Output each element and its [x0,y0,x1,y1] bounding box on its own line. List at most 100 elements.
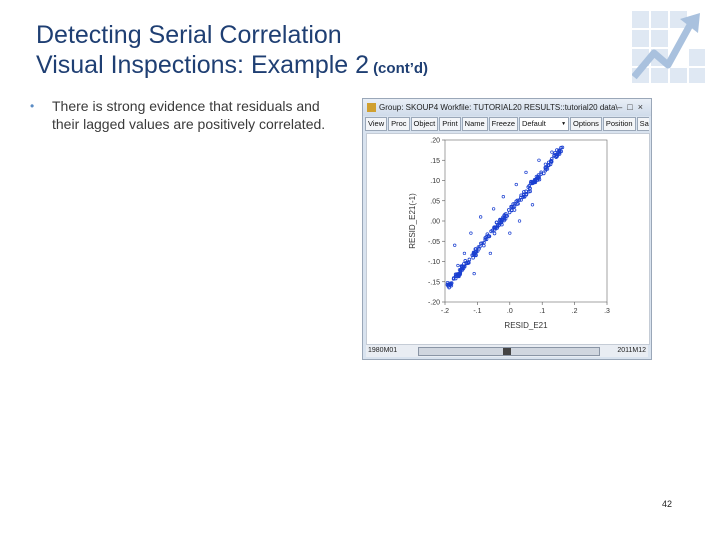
scatter-point [500,218,504,222]
chart-logo-icon [632,11,705,83]
scatter-point [534,177,538,182]
position-button[interactable]: Position [602,117,636,131]
scatter-point [526,189,531,194]
scatter-point [519,198,523,202]
range-scroll-thumb[interactable] [503,348,511,355]
scatter-point [552,153,557,157]
y-tick-label: .15 [430,158,440,165]
y-tick-label: .05 [430,198,440,205]
scatter-point [480,241,485,245]
scatter-point [550,150,554,154]
print-button[interactable]: Print [439,117,461,131]
x-tick-label: .2 [572,308,578,315]
scatter-point [490,228,495,233]
scatter-point [549,159,554,163]
scatter-point [478,215,483,219]
scatter-point [526,185,531,189]
eviews-group-window: Group: SKOUP4 Workfile: TUTORIAL20 RESUL… [362,98,652,360]
scatter-point [512,204,517,209]
maximize-icon[interactable]: □ [627,102,638,112]
range-scrollbar[interactable] [418,347,600,356]
y-tick-label: -.20 [428,300,440,307]
scatter-point [492,228,497,232]
y-tick-label: -.05 [428,239,440,246]
y-tick-label: -.10 [428,259,440,266]
proc-button[interactable]: Proc [388,117,410,131]
y-tick-label: -.15 [428,279,440,286]
scatter-point [539,170,543,175]
scatter-point [508,231,512,235]
scatter-point [453,276,458,281]
x-tick-label: -.2 [441,308,449,315]
scatter-point [503,212,508,216]
scatter-point [515,198,520,203]
scatter-point [472,271,476,276]
scatter-point [512,208,517,212]
scatter-point [491,207,496,211]
scatter-point [445,281,450,285]
scatter-point [482,243,486,248]
scatter-point [544,165,549,170]
scatter-point [522,190,526,194]
sample-button[interactable]: Sample [636,117,649,131]
scatter-point [517,198,522,202]
x-axis-label: RESID_E21 [504,321,548,330]
scatter-point [487,234,491,239]
scatter-point [514,182,518,187]
scatter-point [462,264,467,269]
y-axis-label: RESID_E21(-1) [408,193,417,249]
page-number: 42 [662,499,673,509]
scatter-point [528,189,532,194]
view-mode-select[interactable]: Default [519,117,570,131]
scatter-point [509,204,513,209]
title-line-2: Visual Inspections: Example 2 (cont’d) [36,50,428,84]
bullet-point: • There is strong evidence that residual… [30,97,350,133]
scatter-point [464,261,469,266]
scatter-point [449,282,454,286]
scatter-plot-area: .20 .15 .10 .05 .00 -.05 -.10 -.15 -.20 -.2 -.1 .0.… [366,133,650,345]
title-line-2-text: Visual Inspections: Example 2 [36,51,370,79]
y-tick-label: .10 [430,178,440,185]
window-titlebar[interactable]: Group: SKOUP4 Workfile: TUTORIAL20 RESUL… [363,99,651,116]
name-button[interactable]: Name [461,117,488,131]
object-button[interactable]: Object [410,117,439,131]
scatter-point [445,282,450,287]
scatter-point [524,170,528,175]
window-toolbar: ViewProcObjectPrintNameFreezeDefaultOpti… [365,117,649,131]
scatter-point [537,158,541,162]
y-tick-label: .00 [430,219,440,226]
scatter-point [453,243,457,247]
scatter-point [501,195,505,199]
x-tick-label: .0 [507,308,513,315]
window-app-icon [367,103,376,112]
slide-title: Detecting Serial Correlation Visual Insp… [36,20,428,84]
options-button[interactable]: Options [570,117,602,131]
scatter-point [516,201,520,206]
scatter-point [519,195,523,200]
scatter-point [557,151,561,155]
scatter-point [522,195,527,199]
freeze-button[interactable]: Freeze [488,117,519,131]
scatter-point [451,276,456,280]
scatter-point [458,271,463,276]
window-controls: –□× [617,102,648,112]
scatter-plot: .20 .15 .10 .05 .00 -.05 -.10 -.15 -.20-.2 -.1 .0.… [408,138,610,331]
minimize-icon[interactable]: – [617,102,628,112]
scatter-point [503,216,508,221]
scatter-point [483,236,488,240]
title-line-1: Detecting Serial Correlation [36,21,342,49]
window-title: Group: SKOUP4 Workfile: TUTORIAL20 RESUL… [379,103,618,112]
y-tick-label: .20 [430,138,440,145]
range-end-label: 2011M12 [617,347,646,354]
range-start-label: 1980M01 [368,347,398,354]
scatter-point [532,180,537,184]
scatter-point [462,251,467,256]
view-button[interactable]: View [365,117,388,131]
scatter-point [476,245,481,249]
scatter-point [560,145,565,150]
scatter-point [506,208,511,212]
plot-frame [444,139,608,303]
close-icon[interactable]: × [637,102,648,112]
bullet-text: There is strong evidence that residuals … [52,98,326,132]
scatter-point [530,203,535,207]
